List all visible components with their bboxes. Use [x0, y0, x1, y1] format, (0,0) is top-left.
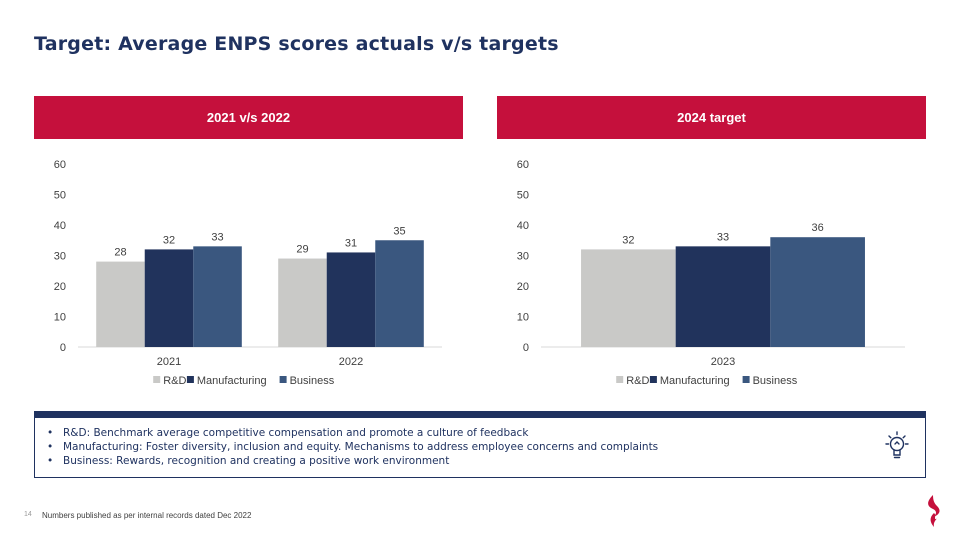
data-label: 32	[163, 234, 175, 246]
page-number: 14	[24, 511, 32, 518]
bar-r-d-2021	[96, 261, 145, 347]
note-item: Business: Rewards, recognition and creat…	[47, 454, 658, 468]
y-tick-label: 0	[523, 342, 529, 354]
page-title: Target: Average ENPS scores actuals v/s …	[34, 33, 559, 55]
legend-swatch-business	[279, 376, 287, 383]
bar-chart-2024-target: 0 10 20 30 40 50 60 32 33 36 2023 R&D Manufacturing B…	[517, 159, 905, 387]
flame-logo-icon	[928, 495, 940, 527]
y-tick-label: 40	[54, 220, 66, 232]
legend-label-manufacturing: Manufacturing	[660, 375, 730, 387]
y-tick-label: 50	[54, 190, 66, 202]
y-tick-label: 20	[517, 281, 529, 293]
legend-label-r-d: R&D	[163, 375, 186, 387]
bar-r-d-2023	[581, 249, 676, 347]
y-tick-label: 60	[54, 159, 66, 171]
data-label: 36	[812, 222, 824, 234]
notes-list: R&D: Benchmark average competitive compe…	[47, 426, 658, 468]
footnote: Numbers published as per internal record…	[42, 511, 252, 520]
data-label: 28	[114, 247, 126, 259]
bar-r-d-2022	[278, 258, 327, 347]
bar-chart-2021-vs-2022: 0 10 20 30 40 50 60 28 32 33 2021 29 31 35 2022 R&D Manu…	[54, 159, 442, 387]
legend-swatch-manufacturing	[186, 376, 194, 383]
legend-swatch-r-d	[616, 376, 624, 383]
lightbulb-icon	[885, 431, 909, 459]
panel-header-left: 2021 v/s 2022	[34, 96, 463, 139]
notes-box: R&D: Benchmark average competitive compe…	[34, 411, 926, 478]
panel-header-right: 2024 target	[497, 96, 926, 139]
legend-label-business: Business	[290, 375, 335, 387]
bar-manufacturing-2022	[326, 252, 376, 347]
y-tick-label: 30	[517, 251, 529, 263]
bar-business-2022	[375, 240, 424, 347]
y-tick-label: 10	[54, 312, 66, 324]
legend-label-business: Business	[753, 375, 798, 387]
y-tick-label: 50	[517, 190, 529, 202]
data-label: 31	[345, 237, 357, 249]
bar-manufacturing-2023	[675, 246, 771, 347]
bar-business-2021	[193, 246, 242, 347]
y-tick-label: 30	[54, 251, 66, 263]
y-tick-label: 40	[517, 220, 529, 232]
note-item: R&D: Benchmark average competitive compe…	[47, 426, 658, 440]
y-tick-label: 0	[60, 342, 66, 354]
legend-label-r-d: R&D	[626, 375, 649, 387]
data-label: 29	[296, 244, 308, 256]
panel-header-right-label: 2024 target	[677, 110, 746, 125]
legend-swatch-r-d	[153, 376, 161, 383]
bar-manufacturing-2021	[144, 249, 194, 347]
legend-swatch-business	[742, 376, 750, 383]
data-label: 32	[622, 234, 634, 246]
data-label: 33	[211, 231, 223, 243]
note-item: Manufacturing: Foster diversity, inclusi…	[47, 440, 658, 454]
x-tick-label: 2021	[157, 356, 181, 368]
data-label: 35	[393, 225, 405, 237]
panel-header-left-label: 2021 v/s 2022	[206, 110, 291, 125]
y-tick-label: 60	[517, 159, 529, 171]
legend-label-manufacturing: Manufacturing	[197, 375, 267, 387]
data-label: 33	[717, 231, 729, 243]
y-tick-label: 10	[517, 312, 529, 324]
x-tick-label: 2023	[711, 356, 735, 368]
legend-swatch-manufacturing	[649, 376, 657, 383]
y-tick-label: 20	[54, 281, 66, 293]
x-tick-label: 2022	[339, 356, 363, 368]
bar-business-2023	[770, 237, 865, 347]
